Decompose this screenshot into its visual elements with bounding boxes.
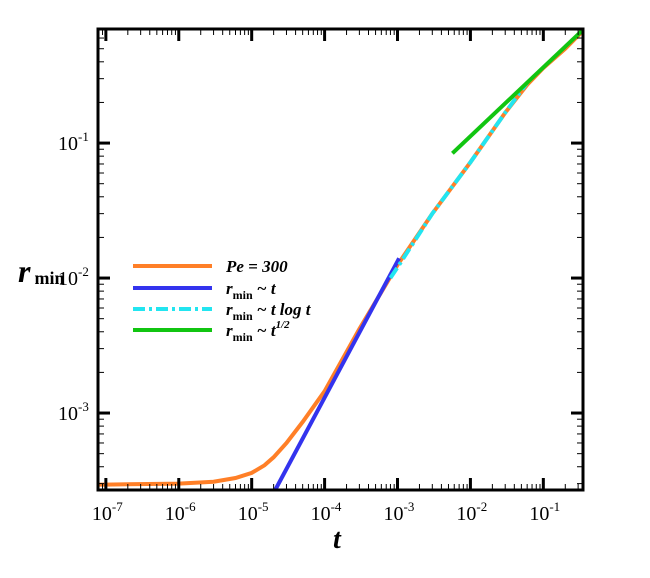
y-tick-base: 10 [58,133,78,155]
legend-label-main: Pe = 300 [225,257,288,276]
legend-label-rest: ~ t log t [253,300,312,319]
y-axis-label-sub: min [34,268,64,288]
y-axis-label-main: r [18,253,31,289]
x-tick-base: 10 [311,503,331,525]
x-tick-base: 10 [92,503,112,525]
legend-label-0: Pe = 300 [225,257,288,276]
x-tick-base: 10 [238,503,258,525]
legend-label-rest: ~ t [253,321,277,340]
y-tick-base: 10 [58,268,78,290]
y-tick-label: 10-3 [58,399,89,425]
x-tick-label: 10-5 [238,499,269,525]
legend-label-main: r [226,279,233,298]
legend-label-sub: min [233,309,253,323]
x-tick-exp: -4 [331,499,342,514]
x-tick-base: 10 [456,503,476,525]
legend-label-main: r [226,300,233,319]
x-tick-exp: -2 [476,499,487,514]
x-tick-label: 10-4 [311,499,342,525]
legend-label-1: rmin ~ t [226,279,277,302]
series-line-3 [451,28,585,155]
x-tick-exp: -3 [404,499,415,514]
series-line-1 [273,257,401,491]
plot-frame [96,27,585,492]
ticks-layer: 10-7 10-6 10-5 10-4 10-3 10-2 10-110-310-210-1 [58,29,583,525]
y-tick-label: 10-1 [58,129,89,155]
x-tick-base: 10 [529,503,549,525]
legend-label-main: r [226,321,233,340]
legend-label-sub: min [233,288,253,302]
series-line-2 [388,81,529,280]
x-tick-exp: -1 [549,499,560,514]
y-tick-exp: -1 [78,129,89,144]
legend-label-rest: ~ t [253,279,277,298]
x-tick-exp: -5 [258,499,269,514]
x-tick-exp: -7 [112,499,123,514]
x-tick-label: 10-1 [529,499,560,525]
series-layer [98,28,585,491]
legend-label-sup: 1/2 [276,319,291,331]
y-axis-label: r min [18,253,64,289]
legend-label-3: rmin ~ t1/2 [226,319,290,344]
y-tick-exp: -3 [78,399,89,414]
x-tick-label: 10-6 [165,499,196,525]
x-tick-exp: -6 [185,499,196,514]
x-tick-label: 10-3 [384,499,415,525]
y-tick-exp: -2 [78,264,89,279]
x-tick-label: 10-2 [456,499,487,525]
legend-label-2: rmin ~ t log t [226,300,312,323]
y-tick-label: 10-2 [58,264,89,290]
x-tick-base: 10 [384,503,404,525]
x-tick-base: 10 [165,503,185,525]
x-axis-label: t [333,524,342,555]
x-tick-label: 10-7 [92,499,123,525]
y-tick-base: 10 [58,403,78,425]
legend-label-sub: min [233,330,253,344]
